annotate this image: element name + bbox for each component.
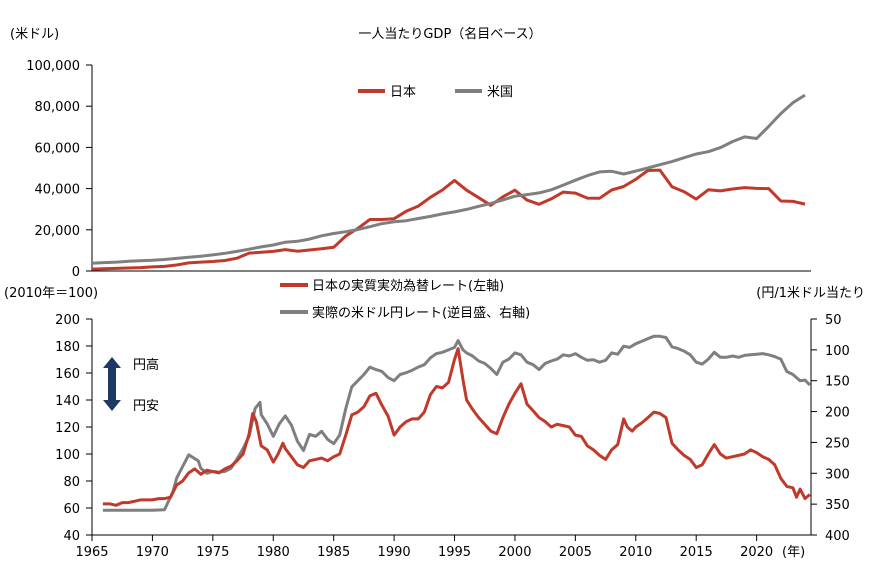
fx-right-y-tick-label: 200 xyxy=(825,406,850,421)
gdp-legend: 日本 米国 xyxy=(358,85,513,100)
legend-label-japan: 日本 xyxy=(390,85,416,100)
legend-label-reer: 日本の実質実効為替レート(左軸) xyxy=(312,278,504,294)
fx-legend: 日本の実質実効為替レート(左軸) 実際の米ドル円レート(逆目盛、右軸) xyxy=(280,278,530,321)
fx-left-y-tick-label: 160 xyxy=(55,367,80,382)
fx-left-y-ticks: 40 60 80 100 120 140 160 180 200 xyxy=(55,313,92,544)
legend-label-usdjpy: 実際の米ドル円レート(逆目盛、右軸) xyxy=(312,305,530,321)
fx-right-axis-label: (円/1米ドル当たり xyxy=(756,286,865,301)
gdp-y-tick-label: 40,000 xyxy=(35,183,81,198)
fx-right-y-tick-label: 50 xyxy=(825,313,842,328)
fx-series-reer-line xyxy=(102,347,811,507)
fx-x-tick-label: 2010 xyxy=(619,545,652,560)
gdp-chart-ylabel: (米ドル) xyxy=(10,27,59,42)
fx-left-y-tick-label: 180 xyxy=(55,340,80,355)
fx-right-y-tick-label: 100 xyxy=(825,344,850,359)
annotation-yen-weak: 円安 xyxy=(133,399,159,414)
double-arrow-icon xyxy=(103,357,121,411)
fx-left-y-tick-label: 80 xyxy=(63,475,80,490)
fx-x-tick-label: 2000 xyxy=(498,545,531,560)
gdp-chart: (米ドル) 一人当たりGDP（名目ベース） 0 20,000 40,000 60,00… xyxy=(10,26,811,280)
fx-chart: 日本の実質実効為替レート(左軸) 実際の米ドル円レート(逆目盛、右軸) (201… xyxy=(4,278,865,560)
fx-x-tick-label: 1965 xyxy=(75,545,108,560)
fx-left-axis-label: (2010年＝100) xyxy=(4,286,98,301)
fx-left-y-tick-label: 140 xyxy=(55,394,80,409)
fx-left-y-tick-label: 120 xyxy=(55,421,80,436)
fx-right-y-tick-label: 250 xyxy=(825,436,850,451)
fx-x-tick-label: 2015 xyxy=(680,545,713,560)
fx-x-tick-label: 2005 xyxy=(559,545,592,560)
gdp-y-tick-label: 100,000 xyxy=(26,59,80,74)
fx-right-y-tick-label: 400 xyxy=(825,529,850,544)
fx-x-tick-label: 1995 xyxy=(438,545,471,560)
gdp-series-japan-line xyxy=(91,168,806,271)
fx-right-y-tick-label: 300 xyxy=(825,467,850,482)
fx-right-y-tick-label: 350 xyxy=(825,498,850,513)
annotation-yen-strong: 円高 xyxy=(133,357,159,373)
gdp-chart-title: 一人当たりGDP（名目ベース） xyxy=(358,26,541,42)
fx-left-y-tick-label: 60 xyxy=(63,502,80,517)
fx-series-usdjpy-line xyxy=(102,334,811,512)
gdp-y-tick-label: 80,000 xyxy=(35,100,81,115)
fx-x-axis-unit: (年) xyxy=(782,545,805,560)
fx-right-y-ticks: 50 100 150 200 250 300 350 400 xyxy=(811,313,850,544)
gdp-y-tick-label: 0 xyxy=(72,265,80,280)
fx-x-tick-label: 1975 xyxy=(196,545,229,560)
fx-left-y-tick-label: 200 xyxy=(55,313,80,328)
fx-x-tick-label: 1970 xyxy=(136,545,169,560)
gdp-y-ticks: 0 20,000 40,000 60,000 80,000 100,000 xyxy=(26,59,92,280)
gdp-series-us-line xyxy=(91,93,806,265)
yen-direction-arrow: 円高 円安 xyxy=(103,357,159,414)
fx-x-tick-label: 1980 xyxy=(257,545,290,560)
gdp-y-tick-label: 20,000 xyxy=(35,224,81,239)
fx-x-tick-label: 1990 xyxy=(378,545,411,560)
fx-x-tick-label: 1985 xyxy=(317,545,350,560)
fx-x-ticks: 1965 1970 1975 1980 1985 1990 1995 2000 2005 2010… xyxy=(75,535,773,560)
fx-left-y-tick-label: 100 xyxy=(55,448,80,463)
legend-label-us: 米国 xyxy=(487,85,513,100)
gdp-y-tick-label: 60,000 xyxy=(35,141,81,156)
fx-left-y-tick-label: 40 xyxy=(63,529,80,544)
fx-x-tick-label: 2020 xyxy=(740,545,773,560)
fx-right-y-tick-label: 150 xyxy=(825,375,850,390)
